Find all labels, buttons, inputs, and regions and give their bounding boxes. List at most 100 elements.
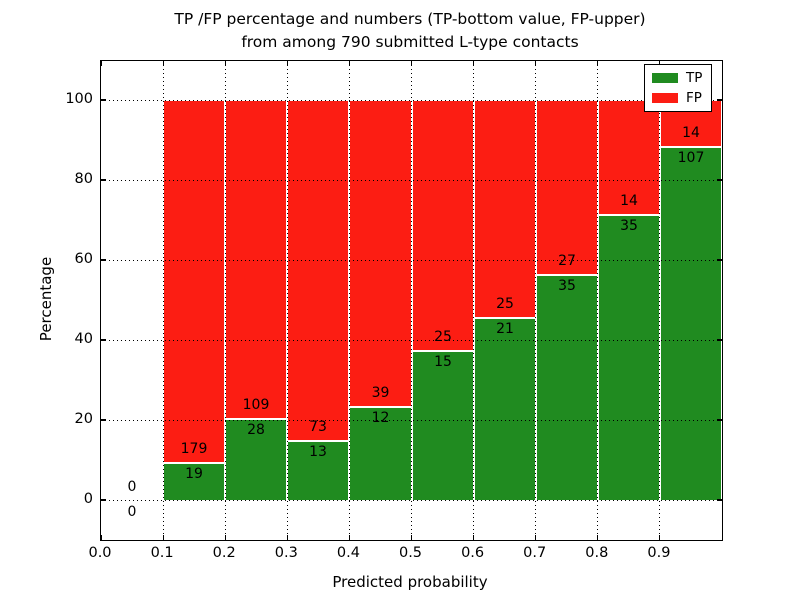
y-tick-label: 60 <box>74 251 93 267</box>
fp-count-label: 0 <box>127 479 137 495</box>
bar-segment-tp <box>412 350 474 500</box>
y-tick-mark <box>101 419 106 421</box>
x-tick-mark <box>473 535 475 540</box>
fp-count-label: 109 <box>242 397 270 414</box>
vertical-gridline <box>286 61 288 540</box>
x-axis-label: Predicted probability <box>332 573 488 591</box>
y-tick-mark <box>101 339 106 341</box>
legend-item-fp: FP <box>652 91 702 105</box>
fp-count-label: 14 <box>682 125 700 142</box>
y-tick-label: 100 <box>65 91 93 107</box>
x-tick-label: 0.3 <box>274 545 298 561</box>
vertical-gridline <box>659 61 661 540</box>
x-tick-mark <box>597 535 599 540</box>
fp-count-label: 25 <box>434 329 452 345</box>
x-tick-mark <box>100 535 102 540</box>
plot-area: 0 0 179 19 109 28 73 13 39 12 25 15 25 21 27 35 14 35 14 10… <box>100 60 723 541</box>
y-tick-mark-right <box>717 339 722 341</box>
fp-count-label: 27 <box>558 253 576 270</box>
y-tick-label: 0 <box>83 491 93 507</box>
y-tick-mark <box>101 179 106 181</box>
fp-legend-label: FP <box>686 90 702 106</box>
x-tick-label: 0.4 <box>336 545 360 561</box>
tp-count-label: 35 <box>620 218 638 235</box>
bar-segment-fp <box>536 100 598 275</box>
vertical-gridline <box>224 61 226 540</box>
x-tick-mark <box>286 535 288 540</box>
fp-legend-swatch-icon <box>652 93 678 103</box>
y-tick-mark-right <box>717 499 722 501</box>
y-tick-label: 80 <box>74 171 93 187</box>
bar-segment-fp <box>349 100 412 406</box>
tp-count-label: 15 <box>434 354 452 370</box>
chart-title-line2: from among 790 submitted L-type contacts <box>241 33 579 51</box>
x-tick-mark-top <box>224 61 226 66</box>
fp-count-label: 179 <box>180 440 208 457</box>
x-tick-label: 0.8 <box>585 545 609 561</box>
x-tick-mark-top <box>286 61 288 66</box>
y-axis-label: Percentage <box>37 256 55 342</box>
chart-title: TP /FP percentage and numbers (TP-bottom… <box>60 8 760 54</box>
y-tick-mark <box>101 499 106 501</box>
vertical-gridline <box>411 61 412 540</box>
x-tick-label: 0.1 <box>150 545 174 561</box>
horizontal-gridline <box>101 499 722 501</box>
horizontal-gridline <box>101 259 722 261</box>
tp-count-label: 35 <box>558 278 576 295</box>
fp-count-label: 73 <box>309 418 327 435</box>
tp-count-label: 21 <box>496 321 514 338</box>
vertical-gridline <box>348 61 350 540</box>
bar-segment-fp <box>598 100 660 215</box>
tp-count-label: 12 <box>371 409 390 426</box>
x-tick-mark-top <box>659 61 661 66</box>
x-tick-mark-top <box>162 61 164 66</box>
bar-segment-fp <box>163 100 225 462</box>
x-tick-label: 0.2 <box>212 545 236 561</box>
fp-count-label: 39 <box>371 384 390 401</box>
x-tick-label: 0.0 <box>88 545 112 561</box>
tp-legend-swatch-icon <box>652 73 678 83</box>
bar-segment-tp <box>474 317 536 500</box>
fp-count-label: 14 <box>620 193 638 210</box>
x-tick-mark-top <box>410 61 413 66</box>
x-tick-mark-top <box>597 61 599 66</box>
tp-count-label: 28 <box>247 422 265 439</box>
vertical-gridline <box>473 61 475 540</box>
y-tick-label: 20 <box>74 411 93 427</box>
bar-segment-fp <box>474 100 536 318</box>
horizontal-gridline <box>101 339 722 341</box>
x-tick-label: 0.7 <box>523 545 547 561</box>
x-tick-mark-top <box>535 61 537 66</box>
x-tick-label: 0.5 <box>398 545 423 561</box>
x-tick-mark <box>224 535 226 540</box>
bar-segment-tp <box>536 274 598 500</box>
chart-title-line1: TP /FP percentage and numbers (TP-bottom… <box>174 10 646 28</box>
x-tick-mark <box>348 535 350 540</box>
legend: TP FP <box>644 64 713 112</box>
y-tick-mark-right <box>717 179 722 181</box>
vertical-gridline <box>162 61 164 540</box>
tp-count-label: 0 <box>127 504 137 520</box>
vertical-gridline <box>535 61 537 540</box>
legend-item-tp: TP <box>652 71 702 85</box>
bar-segment-tp <box>225 418 287 500</box>
x-tick-mark <box>162 535 164 540</box>
x-tick-label: 0.9 <box>647 545 671 561</box>
bar-segment-fp <box>287 100 349 440</box>
x-tick-mark-top <box>348 61 350 66</box>
fp-count-label: 25 <box>496 296 514 313</box>
bar-segment-fp <box>225 100 287 419</box>
y-tick-mark-right <box>717 419 722 421</box>
tp-legend-label: TP <box>686 70 703 86</box>
tp-count-label: 107 <box>677 150 705 167</box>
x-tick-mark-top <box>473 61 475 66</box>
horizontal-gridline <box>101 99 722 101</box>
x-tick-mark <box>410 535 413 540</box>
y-tick-label: 40 <box>74 331 93 347</box>
x-tick-mark-top <box>100 61 102 66</box>
x-tick-mark <box>659 535 661 540</box>
y-tick-mark-right <box>717 259 722 261</box>
x-tick-mark <box>535 535 537 540</box>
tp-count-label: 13 <box>309 443 327 460</box>
